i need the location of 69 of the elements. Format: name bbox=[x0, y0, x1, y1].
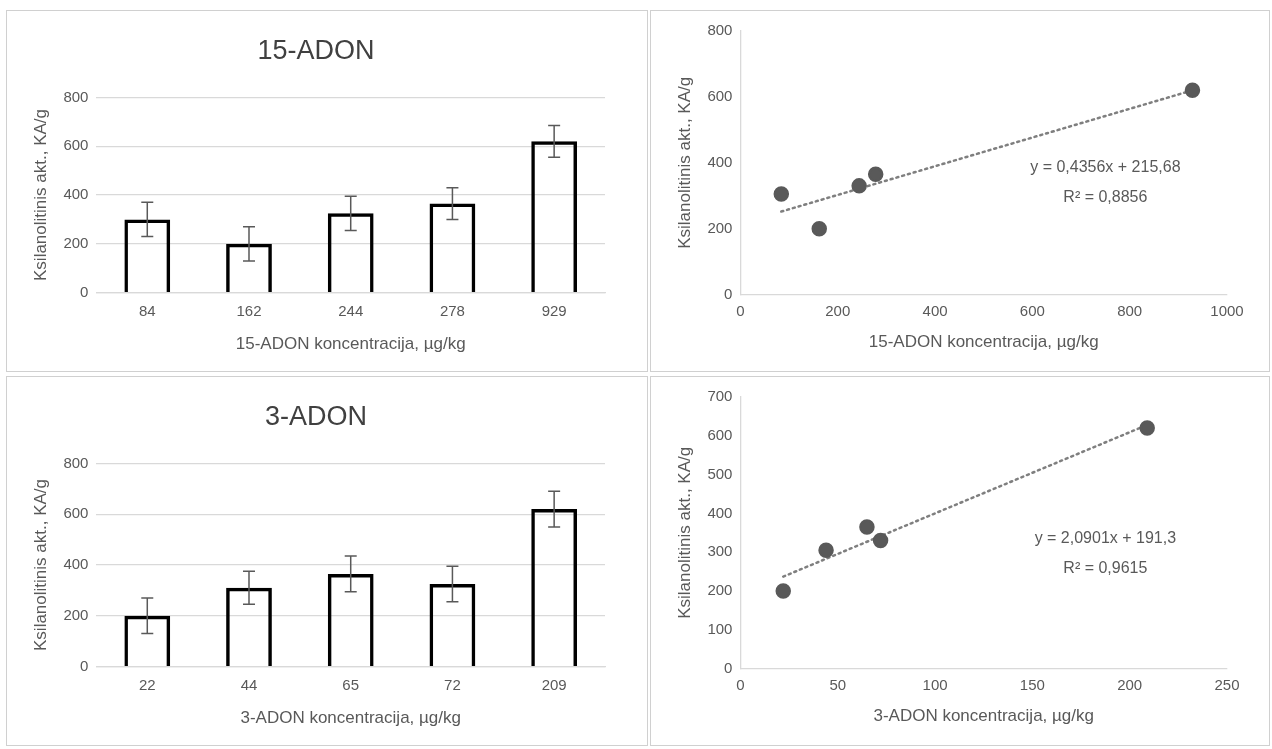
y-axis-title: Ksilanolitinis akt., KA/g bbox=[674, 76, 694, 249]
x-tick-label: 44 bbox=[240, 675, 258, 693]
annotation: R² = 0,8856 bbox=[1063, 188, 1148, 206]
y-tick-label: 400 bbox=[63, 555, 89, 573]
x-tick-label: 65 bbox=[342, 675, 360, 693]
point bbox=[811, 220, 827, 237]
y-tick-label: 400 bbox=[707, 152, 733, 170]
y-axis-title: Ksilanolitinis akt., KA/g bbox=[674, 446, 694, 619]
y-tick-label: 300 bbox=[707, 542, 733, 560]
point bbox=[818, 542, 834, 559]
y-axis-title: Ksilanolitinis akt., KA/g bbox=[30, 479, 50, 651]
y-tick-label: 200 bbox=[63, 605, 89, 623]
point bbox=[775, 583, 791, 599]
y-tick-label: 0 bbox=[80, 282, 89, 300]
y-tick-label: 0 bbox=[724, 658, 733, 676]
x-axis-title: 15-ADON koncentracija, µg/kg bbox=[868, 332, 1099, 352]
y-tick-label: 800 bbox=[707, 21, 733, 39]
x-tick-label: 200 bbox=[825, 301, 851, 319]
x-tick-label: 50 bbox=[829, 675, 847, 693]
y-tick-label: 0 bbox=[80, 656, 89, 674]
annotation: y = 0,4356x + 215,68 bbox=[1030, 158, 1181, 176]
point bbox=[851, 178, 867, 194]
x-axis-title: 15-ADON koncentracija, µg/kg bbox=[235, 334, 466, 354]
y-tick-label: 800 bbox=[63, 453, 89, 471]
x-tick-label: 22 bbox=[138, 675, 156, 693]
x-tick-label: 0 bbox=[736, 675, 745, 693]
y-tick-label: 400 bbox=[63, 185, 89, 203]
x-tick-label: 0 bbox=[736, 301, 745, 319]
chart-title: 15-ADON bbox=[257, 34, 375, 65]
y-tick-label: 200 bbox=[707, 581, 733, 599]
x-tick-label: 200 bbox=[1117, 675, 1143, 693]
y-tick-label: 0 bbox=[724, 284, 733, 302]
x-tick-label: 209 bbox=[541, 675, 567, 693]
point bbox=[867, 166, 884, 183]
y-tick-label: 100 bbox=[707, 619, 733, 637]
x-tick-label: 250 bbox=[1214, 675, 1240, 693]
y-axis-title: Ksilanolitinis akt., KA/g bbox=[30, 109, 50, 281]
y-tick-label: 700 bbox=[707, 387, 733, 405]
x-tick-label: 150 bbox=[1019, 675, 1045, 693]
point bbox=[773, 186, 790, 202]
x-axis-title: 3-ADON koncentracija, µg/kg bbox=[873, 706, 1094, 726]
x-tick-label: 100 bbox=[922, 675, 948, 693]
point bbox=[859, 519, 875, 535]
x-tick-label: 800 bbox=[1117, 301, 1143, 319]
annotation: R² = 0,9615 bbox=[1063, 558, 1148, 576]
chart-title: 3-ADON bbox=[264, 400, 368, 431]
x-tick-label: 72 bbox=[444, 675, 461, 693]
y-tick-label: 800 bbox=[63, 87, 89, 105]
x-tick-label: 600 bbox=[1019, 301, 1045, 319]
point bbox=[1184, 82, 1201, 99]
y-tick-label: 600 bbox=[63, 136, 89, 154]
x-tick-label: 929 bbox=[541, 301, 567, 319]
y-tick-label: 600 bbox=[707, 87, 733, 105]
y-tick-label: 200 bbox=[63, 233, 89, 251]
x-axis-title: 3-ADON koncentracija, µg/kg bbox=[240, 708, 461, 728]
x-tick-label: 162 bbox=[236, 301, 262, 319]
point bbox=[872, 532, 889, 549]
annotation: y = 2,0901x + 191,3 bbox=[1034, 528, 1177, 546]
x-tick-label: 244 bbox=[338, 301, 364, 319]
y-tick-label: 600 bbox=[63, 504, 89, 522]
y-tick-label: 400 bbox=[707, 503, 733, 521]
point bbox=[1139, 420, 1155, 436]
x-tick-label: 400 bbox=[922, 301, 948, 319]
y-tick-label: 500 bbox=[707, 464, 733, 482]
x-tick-label: 278 bbox=[439, 301, 465, 319]
x-tick-label: 84 bbox=[138, 301, 156, 319]
y-tick-label: 600 bbox=[707, 425, 733, 443]
x-tick-label: 1000 bbox=[1210, 301, 1244, 319]
y-tick-label: 200 bbox=[707, 218, 733, 236]
